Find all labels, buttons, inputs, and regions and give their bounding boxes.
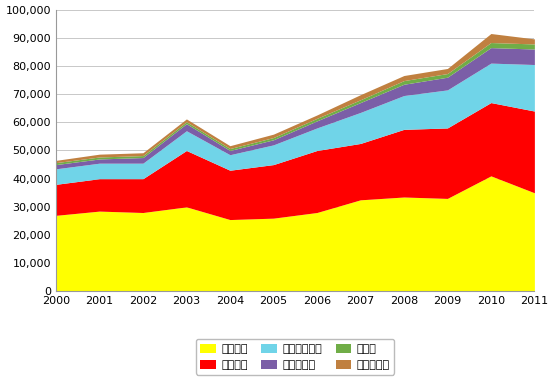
Legend: アメリカ, ブラジル, アルゼンチン, パラグァイ, カナダ, その他の国: アメリカ, ブラジル, アルゼンチン, パラグァイ, カナダ, その他の国 [196,339,394,375]
